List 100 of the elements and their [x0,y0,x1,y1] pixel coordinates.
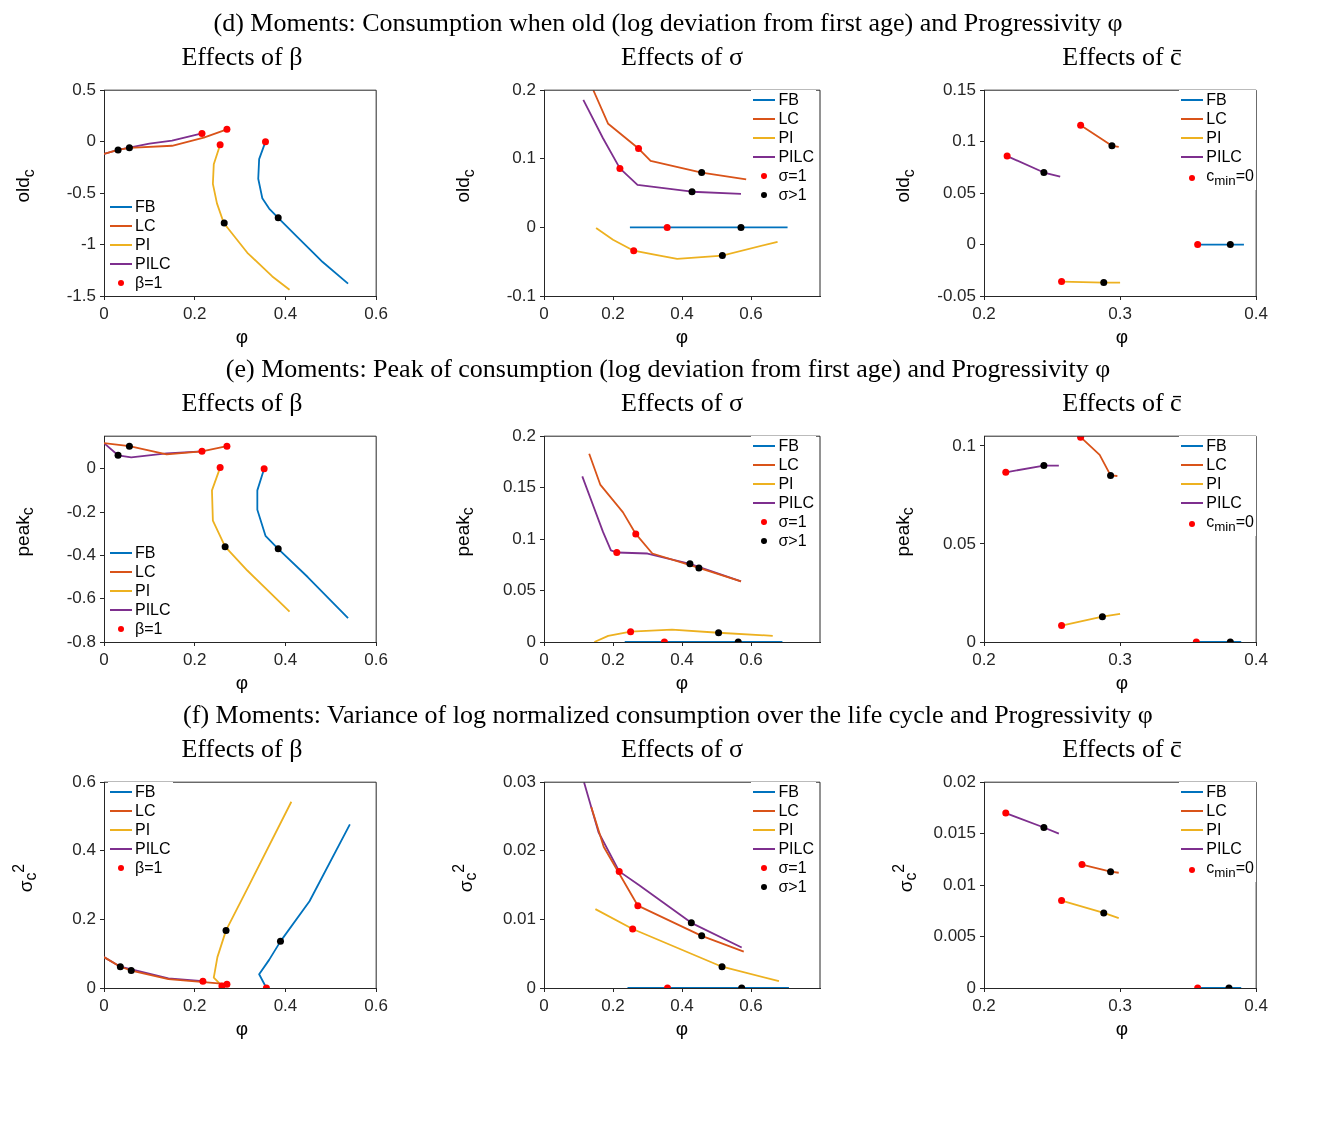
point [220,219,228,227]
point [114,451,122,459]
point [1194,241,1202,249]
y-tick-label: 0 [966,234,976,254]
point [125,442,133,450]
legend-label: FB [1206,90,1227,109]
point [630,247,638,255]
point [1107,868,1115,876]
x-tick-label: 0.6 [364,995,388,1015]
legend-label: PI [778,820,794,839]
point [688,188,696,196]
legend-label: FB [778,782,799,801]
x-tick-label: 0 [99,649,109,669]
y-tick-label: 0.15 [942,79,976,99]
chart-title: Effects of σ [620,388,744,419]
point [663,223,671,231]
y-tick-label: -0.2 [66,501,96,521]
y-tick-label: 0 [526,631,536,651]
point [715,629,723,637]
legend-label: PI [1206,474,1222,493]
point [1040,462,1048,470]
legend-label: PI [1206,820,1222,839]
x-tick-label: 0 [539,995,549,1015]
x-tick-label: 0.3 [1108,303,1132,323]
x-axis-title: φ [234,672,250,695]
y-tick-label: 0 [526,217,536,237]
chart-title: Effects of σ [620,42,744,73]
x-tick-label: 0.6 [739,649,763,669]
point [629,925,637,933]
legend-label: LC [778,455,799,474]
legend-label: σ>1 [778,531,807,550]
point [199,977,207,985]
legend-label: c$_{min}$=0 [1206,512,1254,537]
legend-label: PILC [778,839,814,858]
point [223,980,231,988]
x-tick-label: 0.4 [1244,303,1268,323]
x-tick-label: 0.2 [182,649,207,669]
x-tick-label: 0.4 [670,995,694,1015]
point [216,141,224,149]
y-tick-label: 0.05 [942,533,976,553]
point [737,223,745,231]
text: (e) Moments: Peak of consumption (log deviation from first age) and Progressivity φ [224,354,1112,385]
y-tick-label: 0.02 [942,771,976,791]
y-tick-label: 0.01 [942,874,976,894]
x-axis-title: φ [234,1018,250,1041]
x-tick-label: 0.2 [601,649,625,669]
chart-title: Effects of c̄ [1061,388,1183,419]
legend-label: PILC [1206,493,1242,512]
y-tick-label: 0.1 [512,148,536,168]
point [260,465,268,473]
x-tick-label: 0.4 [273,995,298,1015]
point [198,447,206,455]
point [1078,861,1086,869]
y-tick-label: 0.015 [933,823,976,843]
point [718,963,726,971]
point [1040,823,1048,831]
legend-label: PI [778,474,794,493]
point [718,252,726,260]
x-axis-title: φ [674,1018,690,1041]
x-axis-title: φ [234,326,250,349]
chart-title: Effects of c̄ [1061,734,1183,765]
text: (f) Moments: Variance of log normalized consumption over the life cycle and Progressivity φ [182,700,1154,731]
point [1100,909,1108,917]
legend-label: PI [135,235,151,254]
legend-label: PILC [1206,839,1242,858]
point [223,125,231,133]
point [686,560,694,568]
legend-label: σ=1 [778,166,807,185]
point [223,442,231,450]
point [1058,622,1066,630]
legend-label: LC [778,109,799,128]
y-tick-label: 0.5 [72,79,96,99]
y-tick-label: -0.4 [66,545,96,565]
y-tick-label: -0.8 [66,631,96,651]
y-tick-label: 0.01 [502,909,536,929]
x-tick-label: 0.4 [1244,995,1268,1015]
legend-label: σ=1 [778,512,807,531]
point [613,548,621,556]
legend-label: LC [135,801,156,820]
legend-label: PILC [135,839,171,858]
x-tick-label: 0.3 [1108,649,1132,669]
chart-title: Effects of c̄ [1061,42,1183,73]
point [125,144,133,152]
point [222,926,230,934]
y-tick-label: -1.5 [66,285,96,305]
x-tick-label: 0.4 [670,303,694,323]
point [1098,613,1106,621]
legend-label: LC [1206,455,1227,474]
y-tick-label: 0.4 [72,840,96,860]
legend-label: PILC [1206,147,1242,166]
legend-label: FB [135,782,156,801]
point [274,545,282,553]
x-tick-label: 0.2 [182,303,207,323]
legend-label: LC [778,801,799,820]
point [635,145,643,153]
legend-label: PI [1206,128,1222,147]
x-axis-title: φ [1114,672,1130,695]
x-tick-label: 0.6 [364,303,388,323]
legend-label: LC [135,216,156,235]
legend-label: FB [1206,782,1227,801]
